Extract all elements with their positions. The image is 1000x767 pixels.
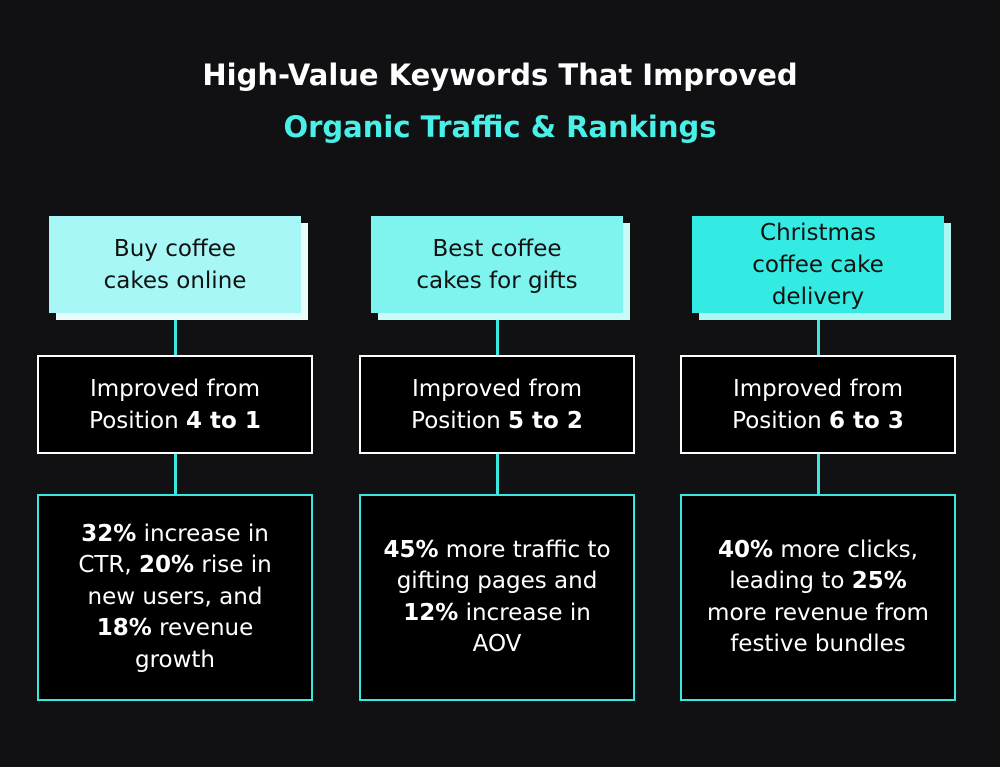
- connector: [495, 313, 499, 355]
- keyword-box: Best coffee cakes for gifts: [371, 216, 623, 313]
- bold-text: 45%: [383, 536, 439, 563]
- result-box: 45% more traffic to gifting pages and 12…: [359, 494, 635, 701]
- bold-text: 32%: [81, 520, 137, 547]
- result-box: 40% more clicks, leading to 25% more rev…: [680, 494, 956, 701]
- bold-text: 40%: [718, 536, 774, 563]
- text: more traffic to gifting pages and: [396, 536, 611, 595]
- keyword-box: Buy coffee cakes online: [49, 216, 301, 313]
- connector: [173, 453, 177, 494]
- bold-text: 12%: [403, 599, 459, 626]
- position-box: Improved from Position 6 to 3: [680, 355, 956, 454]
- bold-text: 25%: [851, 568, 907, 594]
- result-text: 32% increase in CTR, 20% rise in new use…: [61, 519, 289, 677]
- bold-text: 18%: [96, 615, 152, 642]
- text: more clicks, leading to: [729, 536, 918, 595]
- keyword-box: Christmas coffee cake delivery: [692, 216, 944, 313]
- title: High-Value Keywords That Improved: [202, 58, 798, 92]
- text: rise in new users, and: [87, 552, 272, 610]
- position-text: Improved from Position 5 to 2: [391, 373, 603, 437]
- text: Buy coffee cakes online: [103, 235, 247, 294]
- position-text: Improved from Position 4 to 1: [69, 373, 281, 437]
- bold-text: 4 to 1: [186, 407, 261, 434]
- connector: [173, 313, 177, 355]
- bold-text: 6 to 3: [829, 407, 904, 434]
- text: Improved from Position: [411, 375, 582, 434]
- position-text: Improved from Position 6 to 3: [712, 373, 924, 437]
- text: more revenue from festive bundles: [707, 599, 929, 658]
- bold-text: 20%: [139, 552, 195, 579]
- subtitle: Organic Traffic & Rankings: [283, 110, 717, 144]
- connector: [816, 453, 820, 494]
- result-text: 45% more traffic to gifting pages and 12…: [383, 535, 611, 661]
- connector: [816, 313, 820, 355]
- result-text: 40% more clicks, leading to 25% more rev…: [704, 535, 932, 661]
- text: Christmas coffee cake delivery: [752, 219, 884, 310]
- text: increase in CTR,: [78, 520, 269, 579]
- result-box: 32% increase in CTR, 20% rise in new use…: [37, 494, 313, 701]
- text: Improved from Position: [89, 375, 260, 434]
- text: Best coffee cakes for gifts: [416, 235, 578, 294]
- position-box: Improved from Position 5 to 2: [359, 355, 635, 454]
- bold-text: 5 to 2: [508, 407, 583, 434]
- text: Improved from Position: [732, 375, 903, 434]
- connector: [495, 453, 499, 494]
- text: increase in AOV: [458, 599, 591, 658]
- text: revenue growth: [134, 615, 254, 673]
- position-box: Improved from Position 4 to 1: [37, 355, 313, 454]
